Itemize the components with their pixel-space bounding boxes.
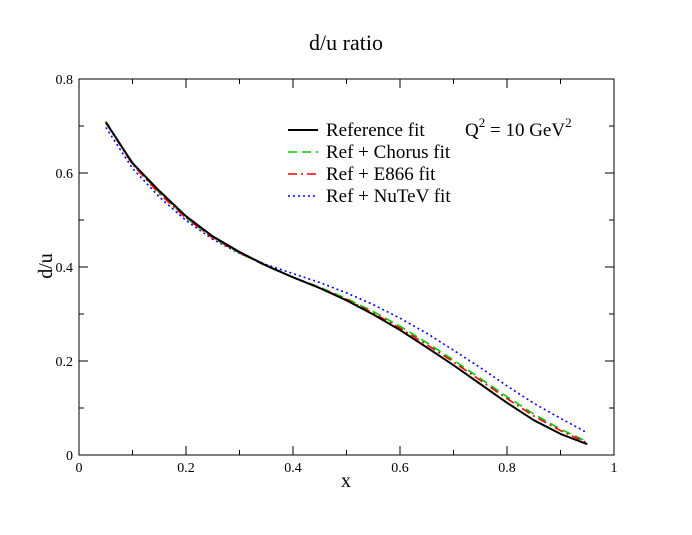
x-tick-label: 0 bbox=[76, 461, 83, 476]
q2-annotation-exponent: 2 bbox=[479, 115, 486, 130]
q2-annotation-prefix: Q bbox=[465, 120, 479, 141]
legend-label: Ref + Chorus fit bbox=[326, 142, 451, 163]
axis-ticks: 0 0.2 0.4 0.6 0.8 1 0 0.2 0.4 0.6 0.8 bbox=[56, 73, 618, 476]
legend-label: Ref + E866 fit bbox=[326, 164, 436, 185]
x-tick-label: 0.8 bbox=[498, 461, 516, 476]
y-tick-label: 0 bbox=[66, 449, 73, 464]
y-tick-label: 0.8 bbox=[56, 73, 74, 88]
series-line-0 bbox=[104, 121, 588, 446]
y-tick-label: 0.2 bbox=[56, 355, 74, 370]
series-line-1 bbox=[105, 120, 588, 443]
legend-label: Ref + NuTeV fit bbox=[326, 186, 451, 207]
x-tick-label: 1 bbox=[611, 461, 618, 476]
legend-label: Reference fit bbox=[326, 120, 425, 141]
x-tick-label: 0.4 bbox=[284, 461, 302, 476]
x-axis-label: x bbox=[341, 470, 351, 492]
q2-annotation-unit-exponent: 2 bbox=[565, 115, 572, 130]
q2-annotation: Q2 = 10 GeV2 bbox=[465, 115, 572, 141]
y-tick-label: 0.4 bbox=[56, 261, 74, 276]
q2-annotation-value: = 10 GeV bbox=[485, 120, 565, 141]
series-line-3 bbox=[105, 126, 588, 434]
series-lines bbox=[104, 120, 588, 446]
y-tick-label: 0.6 bbox=[56, 167, 74, 182]
x-tick-label: 0.2 bbox=[177, 461, 195, 476]
chart-title: d/u ratio bbox=[309, 30, 383, 55]
x-tick-label: 0.6 bbox=[391, 461, 409, 476]
y-axis-label: d/u bbox=[35, 253, 57, 279]
